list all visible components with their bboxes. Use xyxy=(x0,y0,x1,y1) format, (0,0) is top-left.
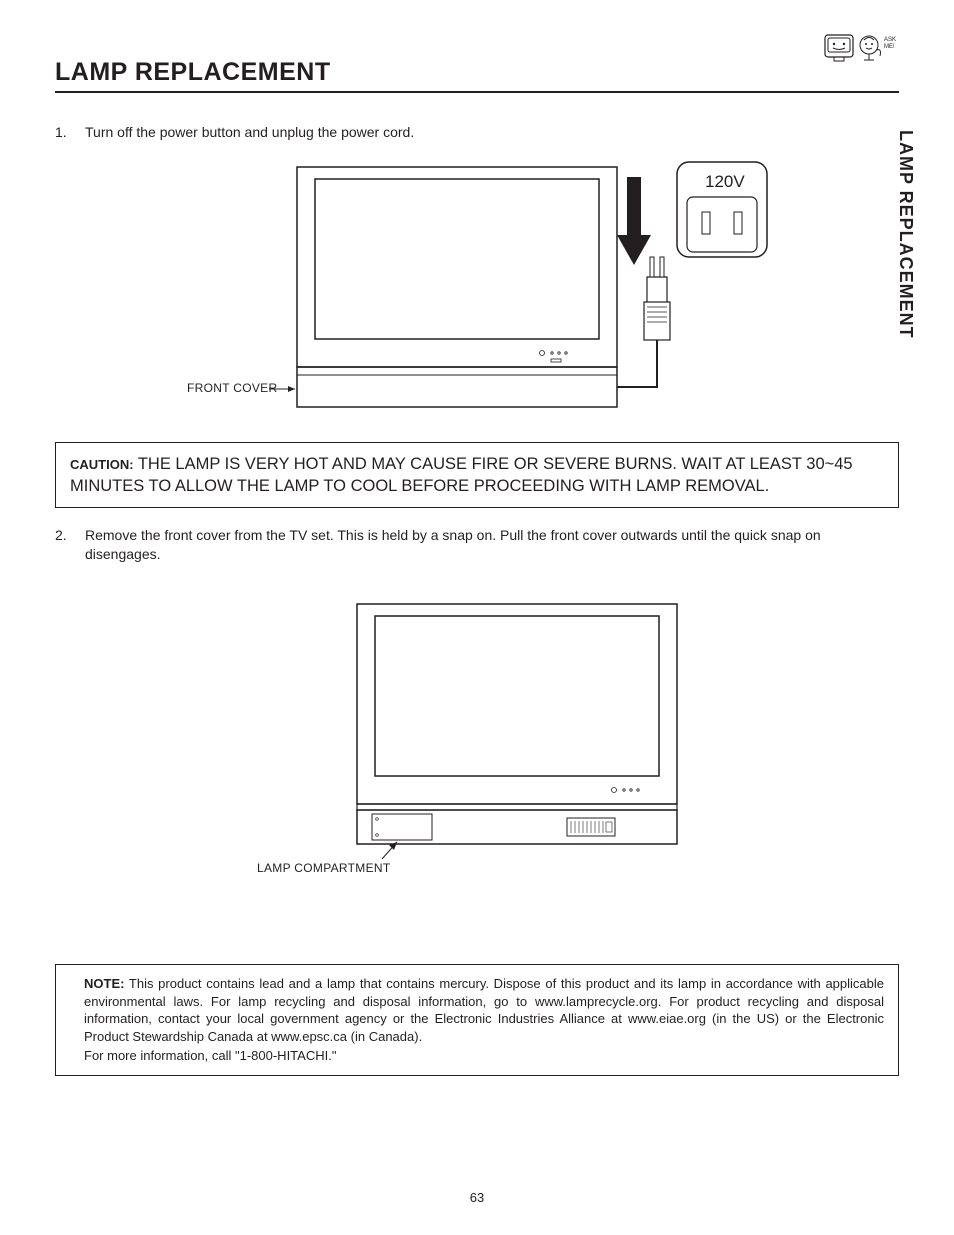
note-text: This product contains lead and a lamp th… xyxy=(84,976,884,1044)
step-text: Remove the front cover from the TV set. … xyxy=(85,526,899,564)
page-title: LAMP REPLACEMENT xyxy=(55,58,331,87)
askme-icon: ASK ME! xyxy=(824,30,899,70)
figure-2: LAMP COMPARTMENT xyxy=(55,594,899,874)
front-cover-label: FRONT COVER xyxy=(187,381,277,395)
header: LAMP REPLACEMENT xyxy=(55,58,899,93)
lamp-compartment-label: LAMP COMPARTMENT xyxy=(257,861,391,874)
svg-text:ASK: ASK xyxy=(884,37,896,43)
step-1: 1. Turn off the power button and unplug … xyxy=(55,123,899,142)
voltage-label: 120V xyxy=(705,172,745,191)
caution-label: CAUTION: xyxy=(70,457,134,472)
svg-text:ME!: ME! xyxy=(884,44,895,50)
note-label: NOTE: xyxy=(84,976,124,991)
step-number: 1. xyxy=(55,123,85,142)
caution-box: CAUTION: THE LAMP IS VERY HOT AND MAY CA… xyxy=(55,442,899,509)
caution-text: THE LAMP IS VERY HOT AND MAY CAUSE FIRE … xyxy=(70,455,853,495)
step-text: Turn off the power button and unplug the… xyxy=(85,123,899,142)
figure-1: FRONT COVER 120V xyxy=(55,157,899,417)
page-number: 63 xyxy=(0,1190,954,1205)
note-box: NOTE: This product contains lead and a l… xyxy=(55,964,899,1076)
note-text-2: For more information, call "1-800-HITACH… xyxy=(84,1047,884,1065)
side-tab: LAMP REPLACEMENT xyxy=(895,130,916,339)
step-number: 2. xyxy=(55,526,85,564)
step-2: 2. Remove the front cover from the TV se… xyxy=(55,526,899,564)
